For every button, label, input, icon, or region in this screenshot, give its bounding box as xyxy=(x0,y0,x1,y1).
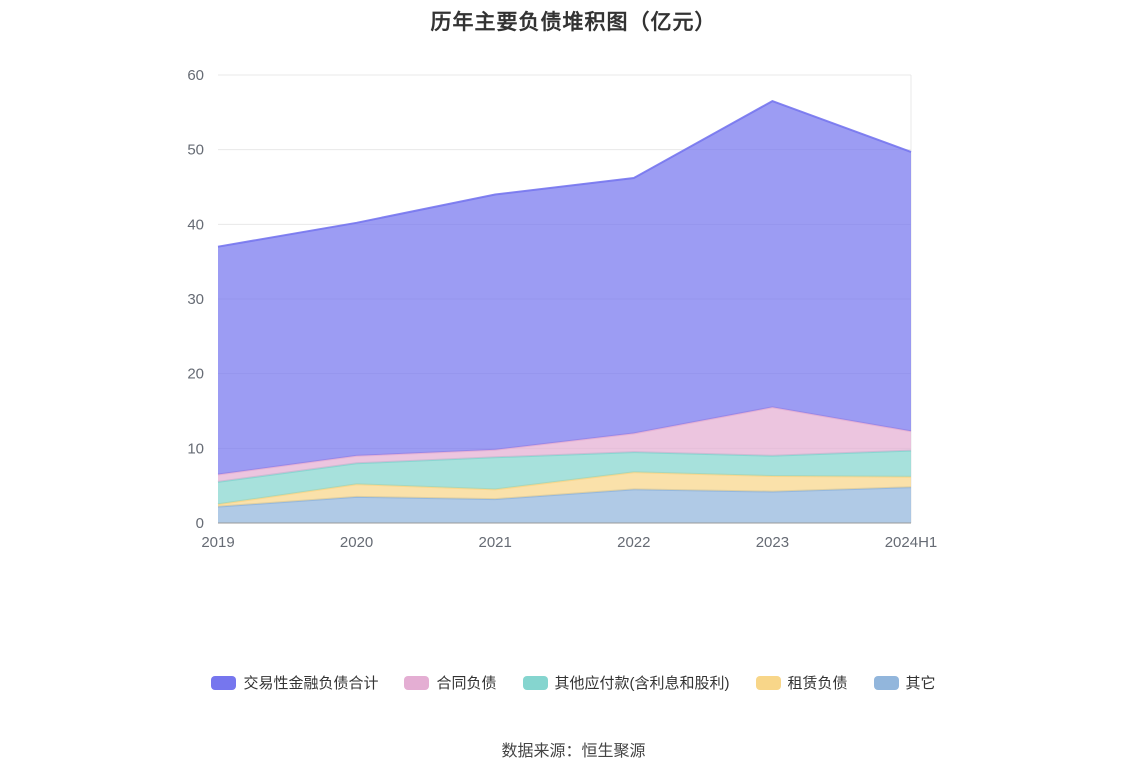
legend-marker-icon xyxy=(755,675,781,690)
legend-marker-icon xyxy=(404,675,430,690)
legend-marker-icon xyxy=(211,675,237,690)
y-axis-tick: 40 xyxy=(187,216,204,233)
x-axis-tick: 2024H1 xyxy=(885,534,938,551)
chart-legend: 交易性金融负债合计 合同负债 其他应付款(含利息和股利) 租赁负债 其它 xyxy=(0,672,1147,693)
legend-label: 租赁负债 xyxy=(787,675,848,692)
x-axis-tick: 2020 xyxy=(340,534,373,551)
data-source: 数据来源：恒生聚源 xyxy=(501,743,646,760)
legend-item-2[interactable]: 其他应付款(含利息和股利) xyxy=(522,672,730,693)
legend-label: 交易性金融负债合计 xyxy=(243,675,379,692)
y-axis-tick: 60 xyxy=(187,67,204,84)
legend-label: 其它 xyxy=(905,675,936,692)
y-axis-tick: 20 xyxy=(187,366,204,383)
legend-marker-icon xyxy=(873,675,899,690)
chart-title: 历年主要负债堆积图（亿元） xyxy=(430,11,717,34)
legend-item-4[interactable]: 其它 xyxy=(873,672,936,693)
legend-item-0[interactable]: 交易性金融负债合计 xyxy=(211,672,378,693)
legend-item-1[interactable]: 合同负债 xyxy=(404,672,497,693)
y-axis-tick: 0 xyxy=(196,515,204,532)
x-axis-tick: 2021 xyxy=(479,534,512,551)
y-axis-tick: 10 xyxy=(187,440,204,457)
legend-item-3[interactable]: 租赁负债 xyxy=(755,672,848,693)
y-axis-tick: 30 xyxy=(187,291,204,308)
legend-label: 其他应付款(含利息和股利) xyxy=(554,675,730,692)
legend-marker-icon xyxy=(522,675,548,690)
x-axis-tick: 2019 xyxy=(201,534,234,551)
legend-label: 合同负债 xyxy=(436,675,497,692)
y-axis-tick: 50 xyxy=(187,142,204,159)
x-axis-tick: 2023 xyxy=(756,534,789,551)
stacked-area-chart: 0 10 20 30 40 50 60 2019 2020 2021 2022 2023 2024H1 xyxy=(187,67,938,551)
x-axis-tick: 2022 xyxy=(617,534,650,551)
